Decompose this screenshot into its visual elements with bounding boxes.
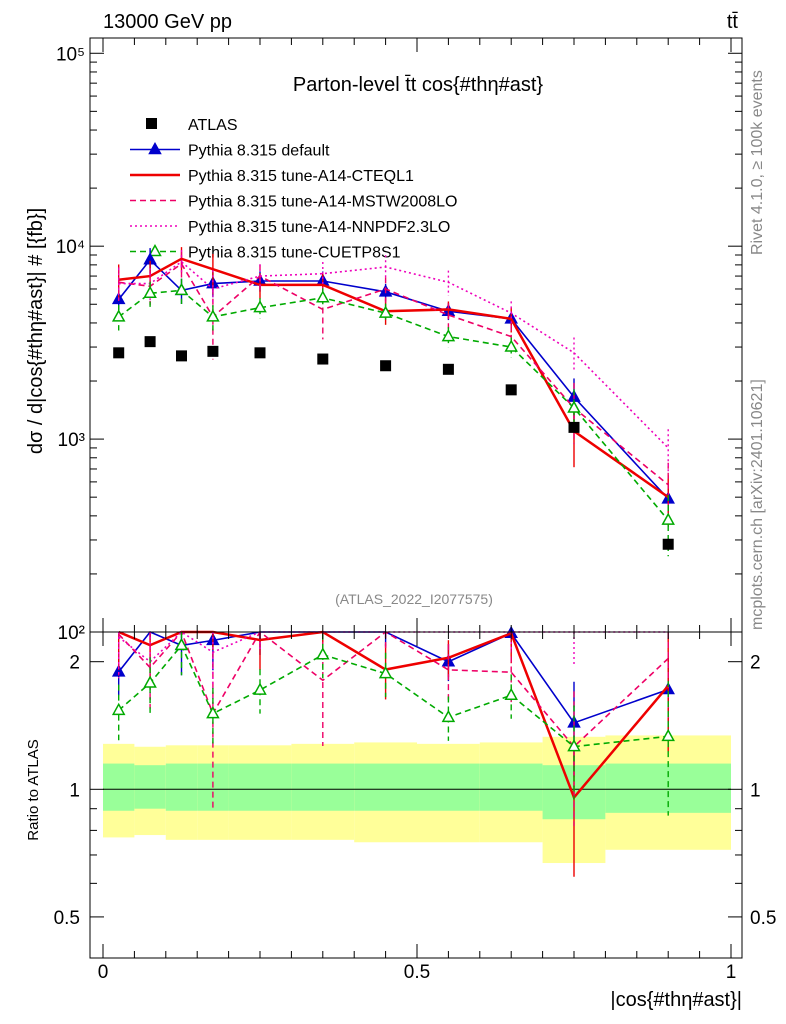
y-axis-label: dσ / d|cos{#thη#ast}| # [{fb}] <box>25 208 47 454</box>
series-point <box>206 309 220 322</box>
legend-marker <box>148 243 162 257</box>
ratio-tick-label-left: 0.5 <box>54 908 80 929</box>
rivet-label: Rivet 4.1.0, ≥ 100k events <box>749 70 766 255</box>
atlas-data-point <box>113 347 125 359</box>
ratio-point <box>661 728 675 742</box>
ratio-point <box>206 706 220 719</box>
series-point <box>661 512 675 525</box>
series-point <box>143 285 157 299</box>
ratio-point <box>143 675 157 688</box>
ratio-point <box>378 666 393 679</box>
ratio-series-line <box>118 631 669 724</box>
series-point <box>441 329 456 342</box>
ratio-tick-label-left: 2 <box>69 653 80 674</box>
ratio-series-line <box>118 630 669 748</box>
ratio-point <box>441 709 456 723</box>
y-tick-label: 10⁴ <box>56 237 85 258</box>
stat-uncertainty-band <box>291 763 355 811</box>
legend-label: Pythia 8.315 tune-CUETP8S1 <box>188 245 401 262</box>
stat-uncertainty-band <box>228 763 292 811</box>
energy-label: 13000 GeV pp <box>103 11 232 33</box>
legend: ATLAS Pythia 8.315 default Pythia 8.315 tu… <box>130 117 457 262</box>
series-point <box>378 305 393 318</box>
atlas-data-point <box>176 350 187 362</box>
atlas-data-point <box>207 345 219 357</box>
atlas-data-point <box>568 421 580 433</box>
y-tick-label: 10² <box>58 623 85 644</box>
stat-uncertainty-band <box>103 763 135 811</box>
stat-uncertainty-band <box>417 763 480 811</box>
atlas-data-point <box>254 347 266 359</box>
process-label: tt̄ <box>727 11 739 33</box>
legend-label: Pythia 8.315 tune-A14-CTEQL1 <box>188 168 414 185</box>
atlas-data-point <box>380 360 392 372</box>
atlas-data-point <box>317 353 329 365</box>
analysis-tag: (ATLAS_2022_I2077575) <box>335 591 493 607</box>
ratio-tick-label-right: 2 <box>750 653 761 674</box>
series-line <box>118 258 669 500</box>
ratio-point <box>111 702 126 716</box>
series-point <box>253 300 267 313</box>
legend-label: ATLAS <box>188 117 238 134</box>
ratio-tick-label-right: 0.5 <box>750 908 776 929</box>
legend-label: Pythia 8.315 tune-A14-NNPDF2.3LO <box>188 219 450 236</box>
series-point <box>567 400 581 413</box>
series-point <box>316 290 330 303</box>
ratio-series-line <box>118 643 669 748</box>
series-point <box>504 339 518 352</box>
y-tick-label: 10⁵ <box>56 44 85 65</box>
x-tick-label: 0 <box>98 962 109 983</box>
ratio-point <box>253 682 267 695</box>
ratio-point <box>567 739 581 752</box>
series-line <box>118 260 669 449</box>
stat-uncertainty-band <box>354 763 417 811</box>
series-line <box>118 262 669 486</box>
atlas-data-point <box>505 384 517 396</box>
ratio-y-axis-label: Ratio to ATLAS <box>25 739 42 840</box>
stat-uncertainty-band <box>134 765 166 809</box>
stat-uncertainty-band <box>479 763 543 811</box>
legend-marker <box>148 141 162 155</box>
atlas-data-point <box>144 336 156 348</box>
x-tick-label: 0.5 <box>404 962 430 983</box>
series-point <box>174 282 189 296</box>
series-point <box>111 309 126 322</box>
ratio-point <box>174 637 189 651</box>
ratio-frame <box>89 631 743 959</box>
ratio-point <box>316 647 330 660</box>
ratio-point <box>111 664 126 677</box>
ratio-point <box>504 687 518 701</box>
legend-label: Pythia 8.315 tune-A14-MSTW2008LO <box>188 194 457 211</box>
ratio-uncertainty-bands <box>103 735 731 864</box>
x-tick-label: 1 <box>726 962 737 983</box>
series-line <box>118 289 669 521</box>
stat-uncertainty-band <box>165 763 198 811</box>
mcplots-label: mcplots.cern.ch [arXiv:2401.10621] <box>749 379 766 630</box>
ratio-tick-label-right: 1 <box>750 780 761 801</box>
main-plot <box>111 247 675 557</box>
atlas-data-point <box>662 538 674 550</box>
axes: 10² 10³ 10⁴ 10⁵ 0.5 0.5 1 1 2 2 0 0.5 1 <box>54 37 776 983</box>
atlas-data-point <box>442 363 454 375</box>
y-tick-label: 10³ <box>58 430 85 451</box>
x-axis-label: |cos{#thη#ast}| <box>610 989 742 1011</box>
ratio-tick-label-left: 1 <box>69 780 80 801</box>
legend-label: Pythia 8.315 default <box>188 143 330 160</box>
legend-marker-atlas <box>146 118 157 129</box>
chart-title: Parton-level t̄t cos{#thη#ast} <box>293 74 543 96</box>
